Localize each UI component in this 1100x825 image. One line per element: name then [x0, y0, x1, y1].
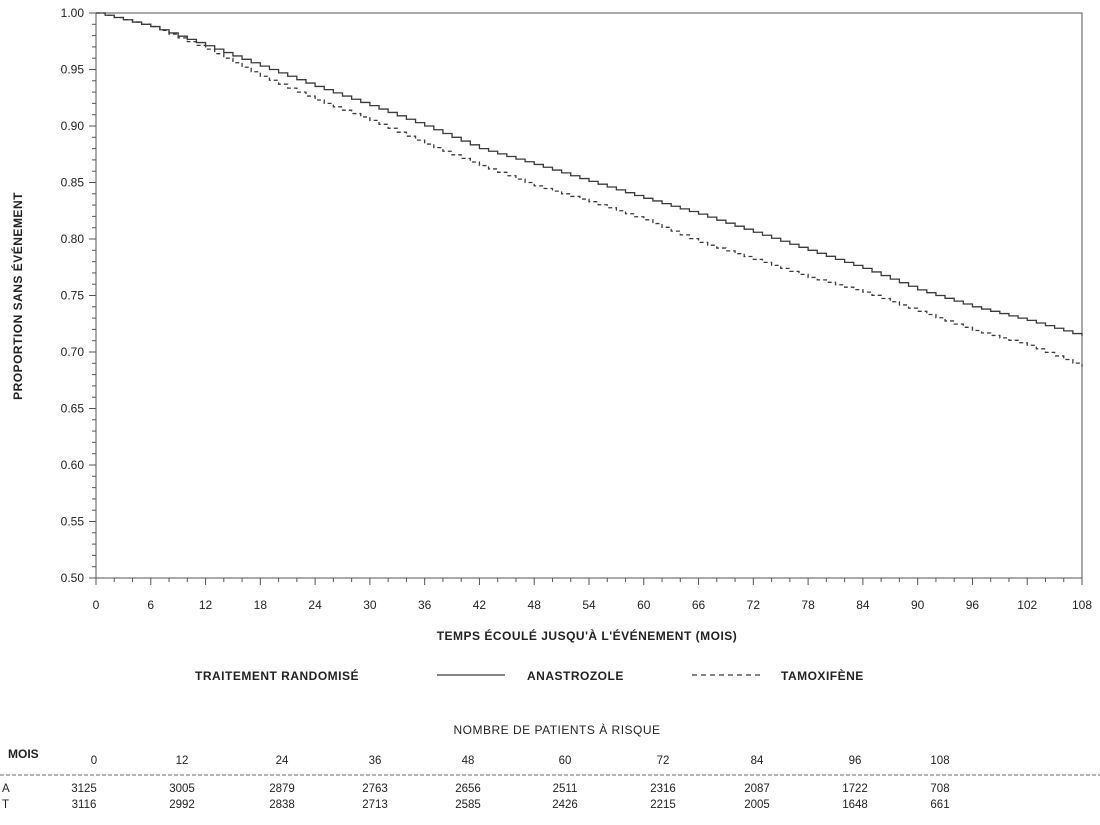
risk-cell: 3005 — [169, 783, 195, 795]
risk-month-header: 108 — [930, 755, 949, 767]
y-tick-label: 0.65 — [61, 402, 85, 416]
risk-table-header-label: MOIS — [8, 747, 39, 761]
risk-cell: 2879 — [269, 783, 295, 795]
y-tick-label: 0.85 — [61, 176, 85, 190]
x-tick-label: 6 — [147, 598, 154, 612]
x-axis-title: TEMPS ÉCOULÉ JUSQU'À L'ÉVÉNEMENT (MOIS) — [437, 628, 738, 643]
risk-cell: 2838 — [269, 799, 295, 811]
risk-month-header: 36 — [369, 755, 382, 767]
x-tick-label: 42 — [473, 598, 487, 612]
risk-cell: 1648 — [842, 799, 868, 811]
risk-cell: 2087 — [744, 783, 770, 795]
y-tick-label: 0.50 — [61, 571, 85, 585]
risk-cell: 708 — [930, 783, 949, 795]
x-tick-label: 90 — [911, 598, 925, 612]
y-tick-label: 1.00 — [61, 6, 85, 20]
y-axis-title: PROPORTION SANS ÉVÉNEMENT — [10, 192, 25, 400]
x-tick-label: 48 — [528, 598, 542, 612]
x-tick-label: 72 — [747, 598, 761, 612]
y-tick-label: 0.80 — [61, 232, 85, 246]
risk-table: NOMBRE DE PATIENTS À RISQUE MOIS 0 12 24 36… — [0, 722, 1100, 811]
x-tick-label: 102 — [1017, 598, 1037, 612]
risk-month-header: 0 — [91, 755, 97, 767]
series-line-anastrozole — [96, 12, 1083, 337]
risk-month-header: 24 — [276, 755, 289, 767]
risk-cell: 2316 — [650, 783, 676, 795]
risk-table-cells: 0 12 24 36 48 60 72 84 96 108 A 3125 3005 2879 2763 265… — [2, 755, 950, 811]
risk-cell: 2656 — [455, 783, 481, 795]
risk-row-label: T — [2, 799, 9, 811]
risk-month-header: 48 — [462, 755, 475, 767]
x-tick-label: 96 — [966, 598, 980, 612]
legend-label-anastrozole: ANASTROZOLE — [527, 669, 624, 683]
series-group — [96, 12, 1083, 367]
legend: TRAITEMENT RANDOMISÉ ANASTROZOLE TAMOXIF… — [195, 668, 864, 683]
x-tick-label: 84 — [856, 598, 870, 612]
risk-cell: 1722 — [842, 783, 868, 795]
y-tick-label: 0.95 — [61, 63, 85, 77]
risk-cell: 661 — [930, 799, 949, 811]
x-tick-label: 30 — [363, 598, 377, 612]
risk-row-label: A — [2, 783, 10, 795]
risk-cell: 2763 — [362, 783, 388, 795]
legend-title: TRAITEMENT RANDOMISÉ — [195, 668, 359, 683]
risk-month-header: 12 — [176, 755, 189, 767]
risk-cell: 2992 — [169, 799, 195, 811]
x-tick-label: 66 — [692, 598, 706, 612]
x-tick-label: 18 — [254, 598, 268, 612]
x-tick-label: 36 — [418, 598, 432, 612]
x-tick-label: 108 — [1072, 598, 1092, 612]
risk-cell: 2215 — [650, 799, 676, 811]
x-tick-label: 54 — [582, 598, 596, 612]
x-tick-label: 24 — [308, 598, 322, 612]
risk-cell: 2005 — [744, 799, 770, 811]
axes: 0 6 12 18 24 30 36 42 48 54 60 66 72 78 84 90 96 102 108 0.… — [61, 6, 1093, 612]
series-line-tamoxifene — [96, 12, 1083, 367]
risk-month-header: 96 — [849, 755, 862, 767]
legend-label-tamoxifene: TAMOXIFÈNE — [781, 668, 864, 683]
risk-cell: 3116 — [72, 799, 97, 811]
x-tick-label: 78 — [801, 598, 815, 612]
risk-cell: 2585 — [455, 799, 481, 811]
plot-frame — [95, 12, 1083, 579]
risk-month-header: 72 — [657, 755, 670, 767]
risk-month-header: 84 — [751, 755, 764, 767]
risk-cell: 2511 — [553, 783, 578, 795]
y-tick-label: 0.60 — [61, 458, 85, 472]
y-tick-label: 0.70 — [61, 345, 85, 359]
y-tick-label: 0.75 — [61, 289, 85, 303]
risk-table-title: NOMBRE DE PATIENTS À RISQUE — [453, 722, 660, 737]
risk-cell: 3125 — [71, 783, 97, 795]
x-tick-label: 12 — [199, 598, 213, 612]
risk-cell: 2426 — [552, 799, 578, 811]
y-tick-label: 0.55 — [61, 515, 85, 529]
x-tick-label: 60 — [637, 598, 651, 612]
risk-cell: 2713 — [362, 799, 388, 811]
x-tick-label: 0 — [93, 598, 100, 612]
risk-month-header: 60 — [559, 755, 572, 767]
y-tick-label: 0.90 — [61, 119, 85, 133]
